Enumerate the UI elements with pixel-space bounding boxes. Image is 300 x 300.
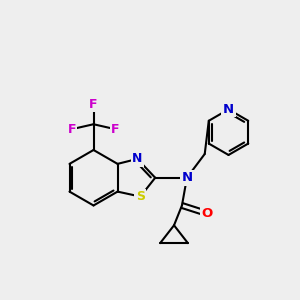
Text: S: S [136, 190, 145, 203]
Text: F: F [68, 123, 76, 136]
Text: O: O [201, 207, 212, 220]
Text: F: F [111, 123, 120, 136]
Text: N: N [132, 152, 142, 165]
Text: F: F [89, 98, 98, 111]
Text: N: N [181, 171, 193, 184]
Text: N: N [223, 103, 234, 116]
